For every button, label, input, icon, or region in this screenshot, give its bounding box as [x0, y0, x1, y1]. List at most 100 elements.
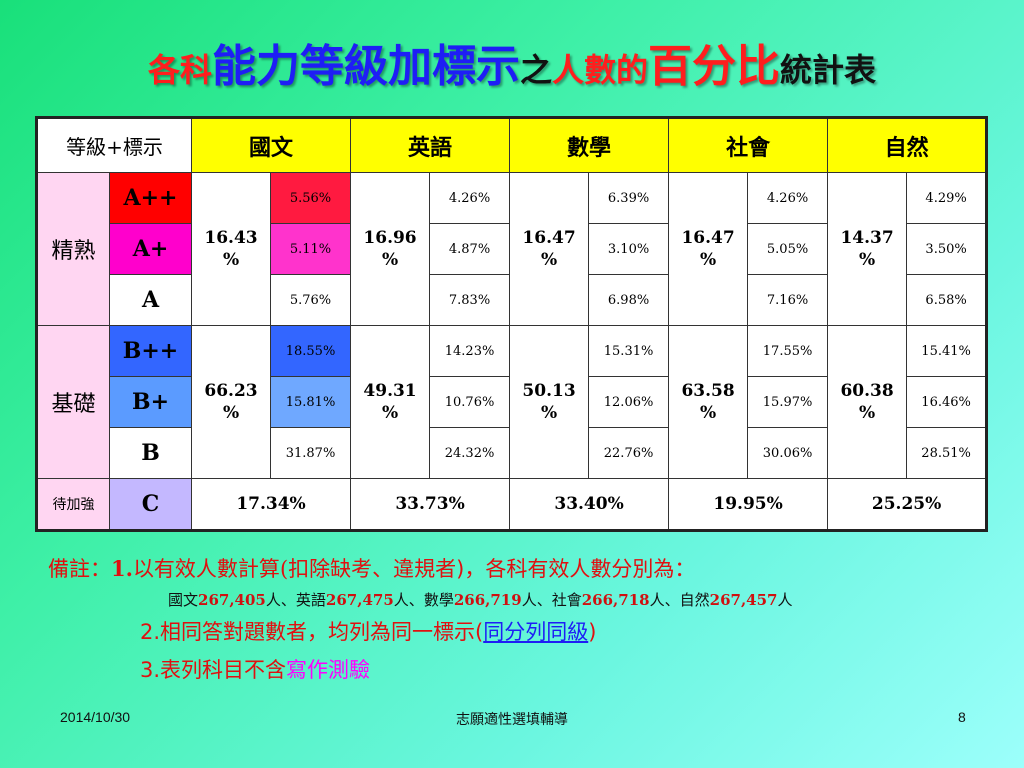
basic-total: 49.31%: [350, 325, 431, 479]
count-value: 266,719: [453, 591, 522, 609]
table-row: 待加強 C 17.34% 33.73% 33.40% 19.95% 25.25%: [36, 478, 988, 531]
percent-sign: %: [381, 250, 399, 270]
proficient-total: 14.37%: [827, 172, 908, 326]
basic-total: 50.13%: [509, 325, 590, 479]
note-text: 以有效人數計算: [132, 557, 280, 581]
proficient-total: 16.43%: [191, 172, 272, 326]
count-unit: 人: [777, 591, 793, 609]
percent-sign: %: [699, 403, 717, 423]
level-label: B+: [108, 376, 193, 428]
statistics-table: 等級+標示 國文 英語 數學 社會 自然 精熟 A++ 16.43% 5.56%…: [35, 116, 989, 532]
note-text: 3.表列科目不含: [140, 658, 287, 682]
note-3: 3.表列科目不含寫作測驗: [140, 654, 1008, 684]
total-value: 66.23: [204, 381, 258, 401]
total-value: 63.58: [681, 381, 735, 401]
value-cell: 6.98%: [588, 274, 670, 326]
note-counts: 國文267,405人、英語267,475人、數學266,719人、社會266,7…: [168, 589, 1008, 610]
value-cell: 15.41%: [906, 325, 988, 377]
percent-sign: %: [699, 250, 717, 270]
c-value-cell: 25.25%: [827, 478, 988, 531]
note-text: (: [279, 557, 289, 581]
count-separator: 、: [408, 591, 424, 609]
note-text: 2.相同答對題數者，均列為同一標示(: [140, 620, 484, 644]
total-value: 16.47: [681, 228, 735, 248]
title-part-4: 人數的: [552, 51, 649, 89]
notes: 備註：1.以有效人數計算(扣除缺考、違規者)，各科有效人數分別為： 國文267,…: [48, 553, 1008, 684]
count-subject: 數學: [423, 591, 454, 609]
group-improve: 待加強: [36, 478, 110, 531]
footer-date: 2014/10/30: [60, 709, 131, 725]
count-value: 266,718: [581, 591, 650, 609]
value-cell: 16.46%: [906, 376, 988, 428]
note-1: 備註：1.以有效人數計算(扣除缺考、違規者)，各科有效人數分別為：: [48, 553, 1008, 583]
count-value: 267,475: [325, 591, 394, 609]
value-cell: 14.23%: [429, 325, 511, 377]
footer-title: 志願適性選填輔導: [456, 711, 568, 727]
total-value: 50.13: [522, 381, 576, 401]
value-cell: 5.76%: [270, 274, 352, 326]
count-unit: 人: [265, 591, 281, 609]
count-separator: 、: [664, 591, 680, 609]
group-basic: 基礎: [36, 325, 110, 479]
header-subject: 自然: [827, 117, 988, 173]
value-cell: 4.26%: [429, 172, 511, 224]
note-text: 扣除缺考、違規者: [288, 557, 457, 581]
total-value: 16.96: [363, 228, 417, 248]
header-subject: 數學: [509, 117, 670, 173]
total-value: 16.47: [522, 228, 576, 248]
value-cell: 22.76%: [588, 427, 670, 479]
note-highlight: 寫作測驗: [286, 658, 371, 682]
slide-title: 各科能力等級加標示之人數的百分比統計表: [0, 30, 1024, 94]
page-number: 8: [958, 709, 966, 725]
value-cell: 5.11%: [270, 223, 352, 275]
value-cell: 6.39%: [588, 172, 670, 224]
table-row: 精熟 A++ 16.43% 5.56% 16.96% 4.26% 16.47% …: [36, 172, 988, 326]
note-text: )，各科有效人數分別為：: [456, 557, 696, 581]
table-row: A+ 5.11% 4.87% 3.10% 5.05% 3.50%: [37, 223, 988, 275]
count-subject: 自然: [679, 591, 710, 609]
group-proficient: 精熟: [36, 172, 110, 326]
basic-total: 60.38%: [827, 325, 908, 479]
level-label: A: [108, 274, 193, 326]
note-highlight: 同分列同級: [483, 620, 589, 644]
note-number: 1.: [111, 556, 133, 581]
table-row: 基礎 B++ 66.23% 18.55% 49.31% 14.23% 50.13…: [36, 325, 988, 479]
value-cell: 24.32%: [429, 427, 511, 479]
percent-sign: %: [859, 250, 876, 270]
count-unit: 人: [393, 591, 409, 609]
count-value: 267,405: [198, 591, 266, 609]
count-separator: 、: [280, 591, 296, 609]
header-subject: 英語: [350, 117, 511, 173]
note-text: ): [588, 620, 597, 644]
c-value-cell: 33.73%: [350, 478, 511, 531]
note-2: 2.相同答對題數者，均列為同一標示(同分列同級): [140, 616, 1008, 646]
level-label: C: [108, 478, 193, 531]
title-part-5: 百分比: [648, 41, 781, 92]
total-value: 49.31: [363, 381, 417, 401]
count-separator: 、: [536, 591, 552, 609]
basic-total: 63.58%: [668, 325, 749, 479]
header-row: 等級+標示 國文 英語 數學 社會 自然: [35, 117, 988, 173]
level-label: A++: [108, 172, 193, 224]
table-row: B+ 15.81% 10.76% 12.06% 15.97% 16.46%: [37, 376, 988, 428]
count-subject: 社會: [551, 591, 582, 609]
value-cell: 30.06%: [747, 427, 829, 479]
value-cell: 28.51%: [906, 427, 988, 479]
c-value-cell: 33.40%: [509, 478, 670, 531]
title-part-2: 能力等級加標示: [211, 41, 520, 92]
total-value: 14.37: [840, 228, 894, 248]
count-value: 267,457: [709, 591, 778, 609]
value-cell: 15.31%: [588, 325, 670, 377]
value-cell: 6.58%: [906, 274, 988, 326]
value-cell: 7.83%: [429, 274, 511, 326]
percent-sign: %: [222, 403, 240, 423]
header-subject: 國文: [191, 117, 352, 173]
value-cell: 15.81%: [270, 376, 352, 428]
note-prefix: 備註：: [48, 557, 111, 581]
count-subject: 英語: [295, 591, 326, 609]
level-label: B++: [108, 325, 193, 377]
c-value-cell: 19.95%: [668, 478, 829, 531]
value-cell: 3.50%: [906, 223, 988, 275]
value-cell: 4.29%: [906, 172, 988, 224]
title-part-3: 之: [519, 51, 552, 89]
